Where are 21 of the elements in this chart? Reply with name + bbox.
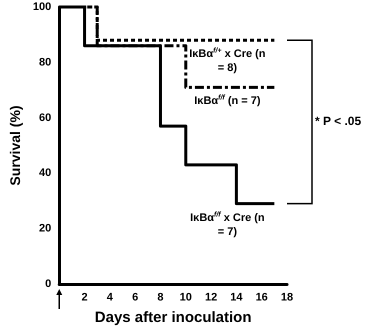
y-tick-label: 100: [32, 1, 52, 13]
x-tick-label: 12: [204, 292, 218, 304]
y-axis-title: Survival (%): [7, 105, 23, 186]
y-tick-label: 0: [45, 278, 52, 290]
x-tick-label: 18: [280, 292, 294, 304]
y-tick-label: 20: [39, 222, 52, 235]
series-label: IκBα$^{f/+}$ x Cre (n = 8): [188, 47, 267, 76]
series-label: IκBα$^{f/f}$ (n = 7): [193, 94, 262, 108]
series-label: IκBα$^{f/f}$ x Cre (n = 7): [189, 210, 266, 239]
y-tick-label: 60: [39, 112, 52, 124]
x-tick-label: 16: [256, 292, 268, 304]
x-tick-label: 4: [106, 292, 114, 304]
y-tick-label: 80: [39, 56, 52, 68]
x-tick-label: 10: [180, 292, 192, 304]
x-tick-label: 6: [132, 292, 138, 304]
x-tick-label: 2: [81, 292, 88, 304]
x-axis-title: Days after inoculation: [94, 309, 252, 326]
x-tick-label: 14: [230, 292, 244, 304]
x-tick-label: 8: [157, 292, 164, 304]
text: * P < .05: [315, 114, 362, 128]
y-tick-label: 40: [39, 167, 52, 180]
